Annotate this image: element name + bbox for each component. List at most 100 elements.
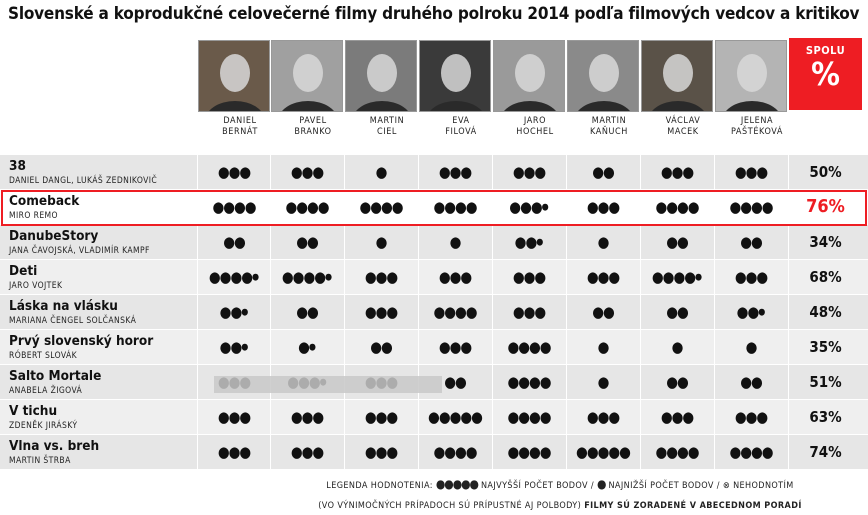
critic-first-name: JARO (523, 116, 547, 126)
rating-dots: ●●●● (655, 198, 699, 216)
rating-dots: ● (597, 338, 610, 356)
rating-dots: ●●●● (729, 443, 773, 461)
legend-order: FILMY SÚ ZORADENÉ V ABECEDNOM PORADÍ (584, 501, 802, 511)
critic-last-name: BERNÁT (222, 127, 258, 137)
rating-dots: ●●●● (729, 198, 773, 216)
critic-first-name: EVA (452, 116, 470, 126)
rating-dots: ●●● (734, 268, 768, 286)
film-title: Prvý slovenský horor (9, 333, 154, 349)
critic-photo (567, 40, 639, 112)
critic-first-name: VÁCLAV (665, 116, 701, 126)
rating-dots: ●● (666, 303, 689, 321)
critic-first-name: MARTIN (591, 116, 627, 126)
total-percent: 48% (809, 303, 842, 321)
rating-dots: ●● (592, 163, 615, 181)
rating-dots: ●● (298, 338, 316, 356)
rating-dots: ●● (223, 233, 246, 251)
rating-dots: ●●● (217, 408, 251, 426)
critic-name: PAVEL BRANKO (276, 116, 350, 138)
legend-min-dot: ● (597, 477, 606, 491)
page-title: Slovenské a koprodukčné celovečerné film… (8, 4, 860, 24)
critic-last-name: BRANKO (294, 127, 332, 137)
critic-last-name: KAŇUCH (589, 127, 629, 137)
film-row[interactable]: Deti JARO VOJTEK ●●●●● ●●●●● ●●● ●●● ●●● ●●● ●●●… (0, 259, 868, 294)
rating-dots: ●● (740, 373, 763, 391)
rating-dots: ●●●●● (208, 268, 260, 286)
rating-dots: ●●● (514, 233, 544, 251)
rating-dots: ●●● (219, 338, 249, 356)
film-row[interactable]: Láska na vlásku MARIANA ČENGEL SOLČANSKÁ ●… (0, 294, 868, 329)
critic-name: JELENA PAŠTÉKOVÁ (720, 116, 794, 138)
rating-dots: ●●●● (507, 373, 551, 391)
rating-dots: ●●●● (655, 443, 699, 461)
percent-symbol: % (811, 55, 840, 93)
film-directors: JANA ČAVOJSKÁ, VLADIMÍR KAMPF (9, 246, 150, 256)
film-title: Salto Mortale (9, 368, 102, 384)
rating-dots: ●●● (364, 443, 398, 461)
rating-dots: ●●●● (285, 198, 329, 216)
total-percent: 50% (809, 163, 842, 181)
rating-dots: ●●●● (433, 198, 477, 216)
legend-max: NAJVYŠŠÍ POČET BODOV / (480, 481, 595, 491)
critic-name: JARO HOCHEL (498, 116, 572, 138)
total-percent: 35% (809, 338, 842, 356)
rating-dots: ●● (296, 233, 319, 251)
critic-photo (419, 40, 491, 112)
film-directors: DANIEL DANGL, LUKÁŠ ZEDNIKOVIČ (9, 176, 158, 186)
rating-dots: ● (375, 233, 388, 251)
legend-label: LEGENDA HODNOTENIA: (326, 481, 433, 491)
column-separator (197, 154, 198, 469)
rating-dots: ● (745, 338, 758, 356)
film-title: Láska na vlásku (9, 298, 118, 314)
rating-dots: ●●● (586, 408, 620, 426)
rating-dots: ●●● (512, 163, 546, 181)
critic-photo (641, 40, 713, 112)
total-percent: 34% (809, 233, 842, 251)
hover-bar (214, 376, 442, 393)
total-percent: 63% (809, 408, 842, 426)
film-row[interactable]: Prvý slovenský horor RÓBERT SLOVÁK ●●● ●● ●●… (0, 329, 868, 364)
film-title: Comeback (9, 193, 80, 209)
rating-dots: ● (671, 338, 684, 356)
rating-dots: ●● (370, 338, 393, 356)
total-percent: 68% (809, 268, 842, 286)
rating-dots: ●●● (438, 338, 472, 356)
rating-dots: ●● (592, 303, 615, 321)
film-directors: ZDENĚK JIRÁSKÝ (9, 421, 78, 431)
total-percent: 74% (809, 443, 842, 461)
film-directors: MARTIN ŠTRBA (9, 456, 71, 466)
rating-dots: ●●● (734, 408, 768, 426)
rating-dots: ●●●● (507, 443, 551, 461)
critic-name: VÁCLAV MACEK (646, 116, 720, 138)
critic-photo (715, 40, 787, 112)
film-title: Vlna vs. breh (9, 438, 100, 454)
critic-first-name: MARTIN (369, 116, 405, 126)
rating-dots: ●●●●● (428, 408, 483, 426)
film-row[interactable]: DanubeStory JANA ČAVOJSKÁ, VLADIMÍR KAMPF… (0, 224, 868, 259)
film-title: Deti (9, 263, 38, 279)
rating-dots: ●●● (586, 198, 620, 216)
critic-photo (345, 40, 417, 112)
spolu-label: SPOLU (805, 44, 846, 57)
column-separator (788, 154, 789, 469)
film-row[interactable]: Vlna vs. breh MARTIN ŠTRBA ●●● ●●● ●●● ●●●● ●●… (0, 434, 868, 469)
rating-dots: ●●●●● (281, 268, 333, 286)
rating-dots: ●●● (364, 268, 398, 286)
rating-dots: ●●● (219, 303, 249, 321)
rating-dots: ● (449, 233, 462, 251)
not-rated-icon: ⊗ (722, 481, 731, 491)
column-separator (270, 154, 271, 469)
rating-dots: ●● (296, 303, 319, 321)
critic-last-name: MACEK (667, 127, 699, 137)
total-percent: 76% (806, 196, 845, 217)
film-directors: MIRO REMO (9, 211, 58, 221)
rating-dots: ●●●● (212, 198, 256, 216)
rating-dots: ●● (666, 373, 689, 391)
film-row[interactable]: 38 DANIEL DANGL, LUKÁŠ ZEDNIKOVIČ ●●● ●●● ● ●… (0, 154, 868, 189)
film-title: DanubeStory (9, 228, 99, 244)
film-row[interactable]: V tichu ZDENĚK JIRÁSKÝ ●●● ●●● ●●● ●●●●● ●●●● ●… (0, 399, 868, 434)
rating-dots: ● (375, 163, 388, 181)
film-row[interactable]: Comeback MIRO REMO ●●●● ●●●● ●●●● ●●●● ●●●● ●●●… (0, 189, 868, 224)
rating-dots: ●● (740, 233, 763, 251)
critic-first-name: PAVEL (299, 116, 327, 126)
